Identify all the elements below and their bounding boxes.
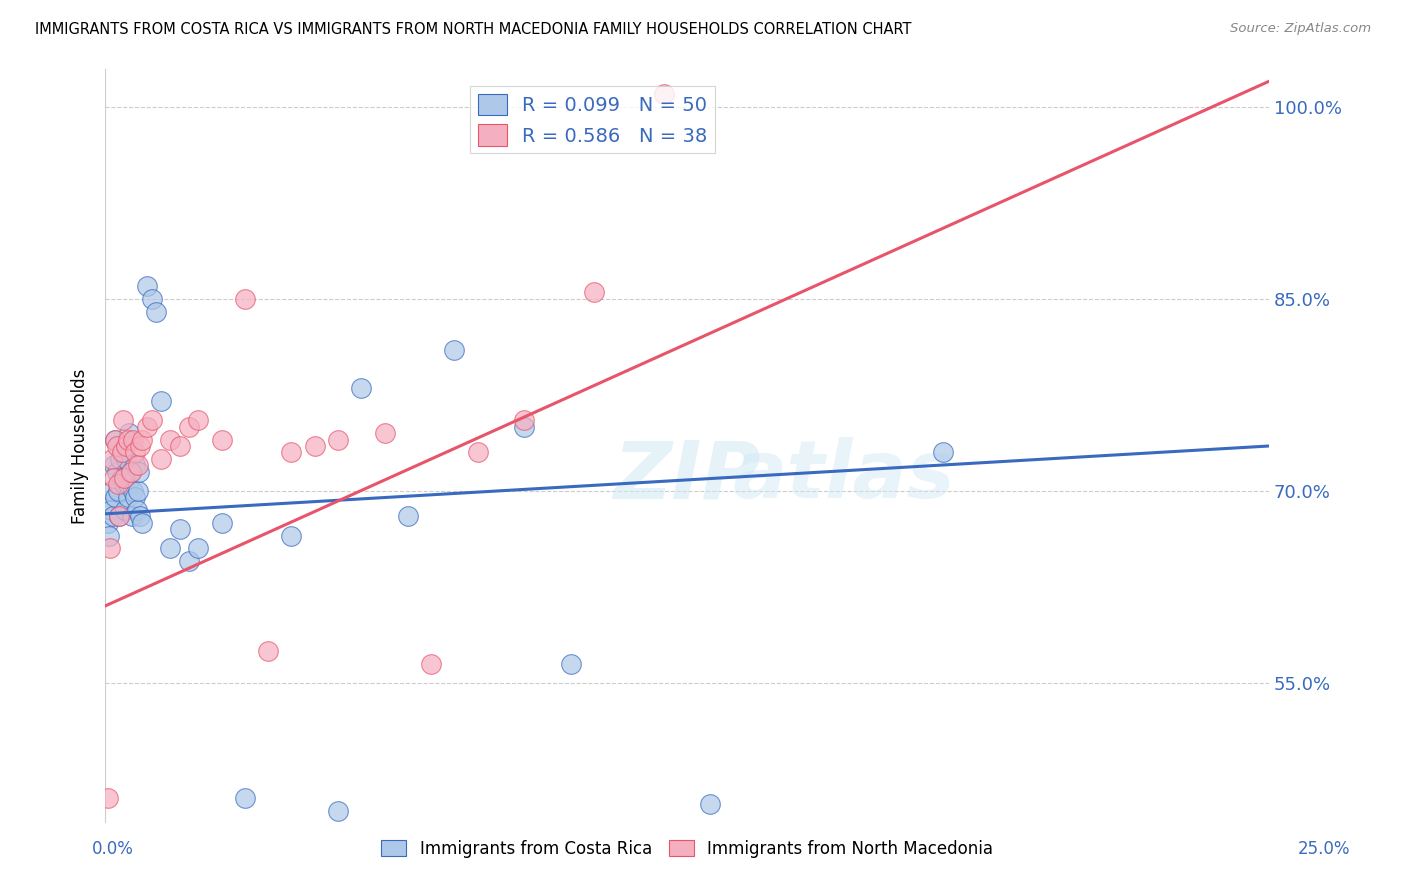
Point bbox=[115, 451, 138, 466]
Point bbox=[111, 413, 134, 427]
Point bbox=[159, 541, 181, 556]
Point bbox=[111, 445, 134, 459]
Point bbox=[187, 541, 209, 556]
Point bbox=[326, 433, 349, 447]
Point bbox=[112, 471, 135, 485]
Point bbox=[100, 503, 122, 517]
Point bbox=[125, 503, 148, 517]
Point bbox=[101, 509, 124, 524]
Point bbox=[150, 394, 173, 409]
Point bbox=[652, 87, 675, 102]
Point bbox=[582, 285, 605, 300]
Point bbox=[96, 790, 118, 805]
Text: 25.0%: 25.0% bbox=[1298, 840, 1350, 858]
Point bbox=[177, 554, 200, 568]
Point bbox=[169, 439, 191, 453]
Point bbox=[127, 458, 149, 473]
Point bbox=[105, 465, 128, 479]
Point bbox=[120, 465, 142, 479]
Point bbox=[120, 465, 142, 479]
Point bbox=[280, 445, 302, 459]
Point bbox=[211, 433, 233, 447]
Point bbox=[560, 657, 582, 671]
Point bbox=[117, 477, 139, 491]
Point bbox=[110, 471, 132, 485]
Text: 0.0%: 0.0% bbox=[91, 840, 134, 858]
Point bbox=[117, 490, 139, 504]
Point bbox=[233, 292, 256, 306]
Point bbox=[122, 433, 145, 447]
Point bbox=[129, 439, 152, 453]
Text: IMMIGRANTS FROM COSTA RICA VS IMMIGRANTS FROM NORTH MACEDONIA FAMILY HOUSEHOLDS : IMMIGRANTS FROM COSTA RICA VS IMMIGRANTS… bbox=[35, 22, 911, 37]
Point bbox=[141, 413, 163, 427]
Text: atlas: atlas bbox=[733, 437, 956, 516]
Point bbox=[141, 292, 163, 306]
Point bbox=[304, 439, 326, 453]
Point bbox=[136, 279, 159, 293]
Point bbox=[118, 426, 141, 441]
Point bbox=[128, 465, 150, 479]
Point bbox=[127, 483, 149, 498]
Point bbox=[107, 477, 129, 491]
Point bbox=[115, 439, 138, 453]
Point bbox=[97, 528, 120, 542]
Point bbox=[373, 426, 395, 441]
Point bbox=[121, 509, 143, 524]
Point bbox=[169, 522, 191, 536]
Point bbox=[443, 343, 465, 357]
Point bbox=[101, 451, 124, 466]
Point bbox=[513, 419, 536, 434]
Point bbox=[513, 413, 536, 427]
Point bbox=[124, 458, 146, 473]
Point bbox=[107, 483, 129, 498]
Point bbox=[280, 528, 302, 542]
Point bbox=[467, 445, 489, 459]
Point bbox=[108, 451, 131, 466]
Point bbox=[104, 433, 127, 447]
Point bbox=[420, 657, 443, 671]
Point bbox=[326, 804, 349, 818]
Point bbox=[932, 445, 955, 459]
Point bbox=[103, 471, 125, 485]
Point bbox=[187, 413, 209, 427]
Point bbox=[131, 516, 153, 530]
Point bbox=[350, 381, 373, 395]
Point bbox=[104, 433, 127, 447]
Y-axis label: Family Households: Family Households bbox=[72, 368, 89, 524]
Point bbox=[117, 433, 139, 447]
Point bbox=[108, 509, 131, 524]
Point bbox=[211, 516, 233, 530]
Point bbox=[108, 509, 131, 524]
Point bbox=[699, 797, 721, 812]
Point bbox=[177, 419, 200, 434]
Point bbox=[131, 433, 153, 447]
Point bbox=[257, 644, 280, 658]
Point bbox=[98, 497, 121, 511]
Point bbox=[150, 451, 173, 466]
Point bbox=[136, 419, 159, 434]
Point bbox=[114, 503, 136, 517]
Point bbox=[97, 516, 120, 530]
Point bbox=[112, 477, 135, 491]
Point bbox=[396, 509, 419, 524]
Point bbox=[159, 433, 181, 447]
Point bbox=[98, 541, 121, 556]
Text: Source: ZipAtlas.com: Source: ZipAtlas.com bbox=[1230, 22, 1371, 36]
Point bbox=[101, 483, 124, 498]
Point bbox=[124, 445, 146, 459]
Point bbox=[103, 458, 125, 473]
Point bbox=[124, 490, 146, 504]
Point bbox=[145, 304, 167, 318]
Legend: R = 0.099   N = 50, R = 0.586   N = 38: R = 0.099 N = 50, R = 0.586 N = 38 bbox=[470, 86, 716, 153]
Point bbox=[233, 790, 256, 805]
Point bbox=[110, 445, 132, 459]
Text: ZIP: ZIP bbox=[613, 437, 761, 516]
Point bbox=[103, 490, 125, 504]
Point bbox=[105, 439, 128, 453]
Point bbox=[122, 483, 145, 498]
Point bbox=[129, 509, 152, 524]
